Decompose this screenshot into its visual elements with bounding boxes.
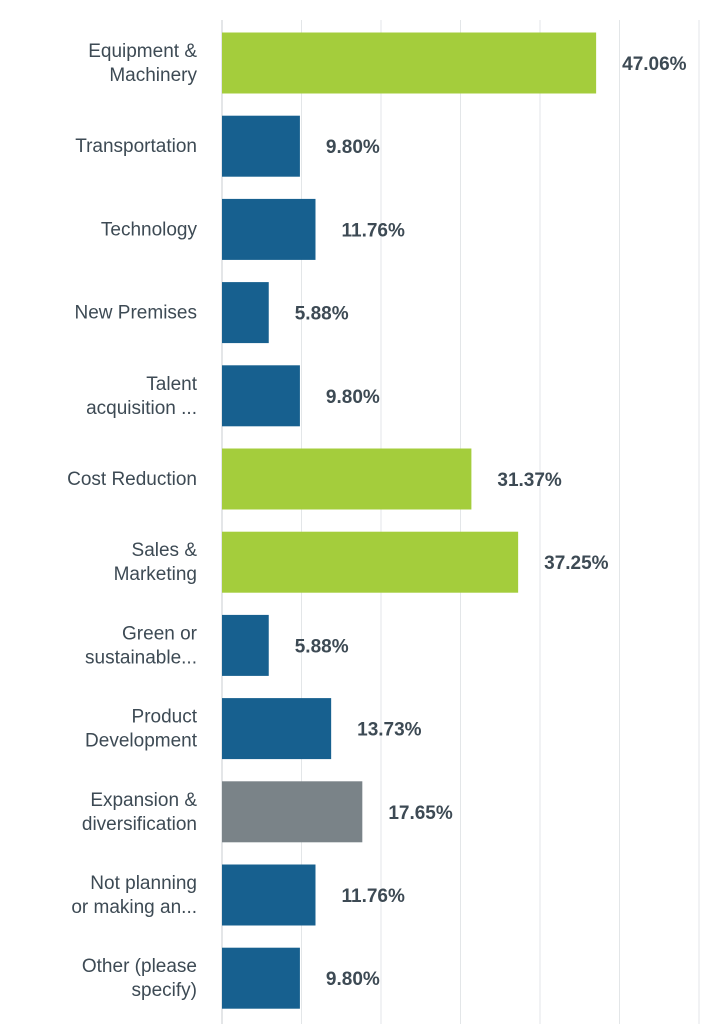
bar <box>222 947 300 1009</box>
category-label: Equipment & Machinery <box>88 41 197 86</box>
value-label: 9.80% <box>326 969 380 990</box>
category-label-line: acquisition ... <box>86 398 197 419</box>
category-label: Transportation <box>75 136 197 157</box>
bar <box>222 365 300 427</box>
category-label-line: Development <box>85 731 198 752</box>
category-label: New Premises <box>75 303 197 324</box>
category-label: Product Development <box>85 707 198 752</box>
category-label-line: Product <box>132 707 198 728</box>
category-label-line: Green or <box>122 623 198 644</box>
category-label: Talent acquisition ... <box>86 374 198 419</box>
bar <box>222 614 269 676</box>
category-label: Other (please specify) <box>82 956 197 1001</box>
category-label-line: Not planning <box>90 873 197 894</box>
category-label: Not planning or making an... <box>71 873 197 918</box>
bar <box>222 282 269 344</box>
category-label-line: Other (please <box>82 956 197 977</box>
value-label: 5.88% <box>295 304 349 325</box>
category-label-line: Cost Reduction <box>67 469 197 490</box>
category-label-line: Expansion & <box>90 790 197 811</box>
category-label: Sales & Marketing <box>114 540 198 585</box>
category-label-line: Talent <box>146 374 197 395</box>
category-label-line: Sales & <box>132 540 198 561</box>
bar <box>222 531 519 593</box>
category-label: Technology <box>101 219 198 240</box>
bar <box>222 448 472 510</box>
bar <box>222 198 316 260</box>
category-label-line: Marketing <box>114 564 197 585</box>
category-label-line: sustainable... <box>85 647 197 668</box>
category-label: Expansion & diversification <box>82 790 197 835</box>
category-label-line: diversification <box>82 814 197 835</box>
category-label: Green or sustainable... <box>85 623 198 668</box>
category-label-line: or making an... <box>71 897 197 918</box>
value-label: 17.65% <box>388 803 453 824</box>
bar <box>222 32 597 94</box>
bar <box>222 115 300 177</box>
category-label-line: Equipment & <box>88 41 197 62</box>
bar <box>222 698 332 760</box>
value-label: 13.73% <box>357 720 422 741</box>
category-label-line: Technology <box>101 219 198 240</box>
value-label: 11.76% <box>341 886 404 907</box>
value-label: 9.80% <box>326 137 380 158</box>
value-label: 11.76% <box>341 220 404 241</box>
value-label: 5.88% <box>295 636 349 657</box>
bar <box>222 864 316 926</box>
value-label: 37.25% <box>544 553 609 574</box>
category-label: Cost Reduction <box>67 469 197 490</box>
value-label: 47.06% <box>622 54 687 75</box>
bar <box>222 781 363 843</box>
value-label: 9.80% <box>326 387 380 408</box>
category-label-line: specify) <box>132 980 197 1001</box>
category-label-line: Machinery <box>109 65 197 86</box>
category-label-line: New Premises <box>75 303 197 324</box>
category-label-line: Transportation <box>75 136 197 157</box>
value-label: 31.37% <box>497 470 562 491</box>
